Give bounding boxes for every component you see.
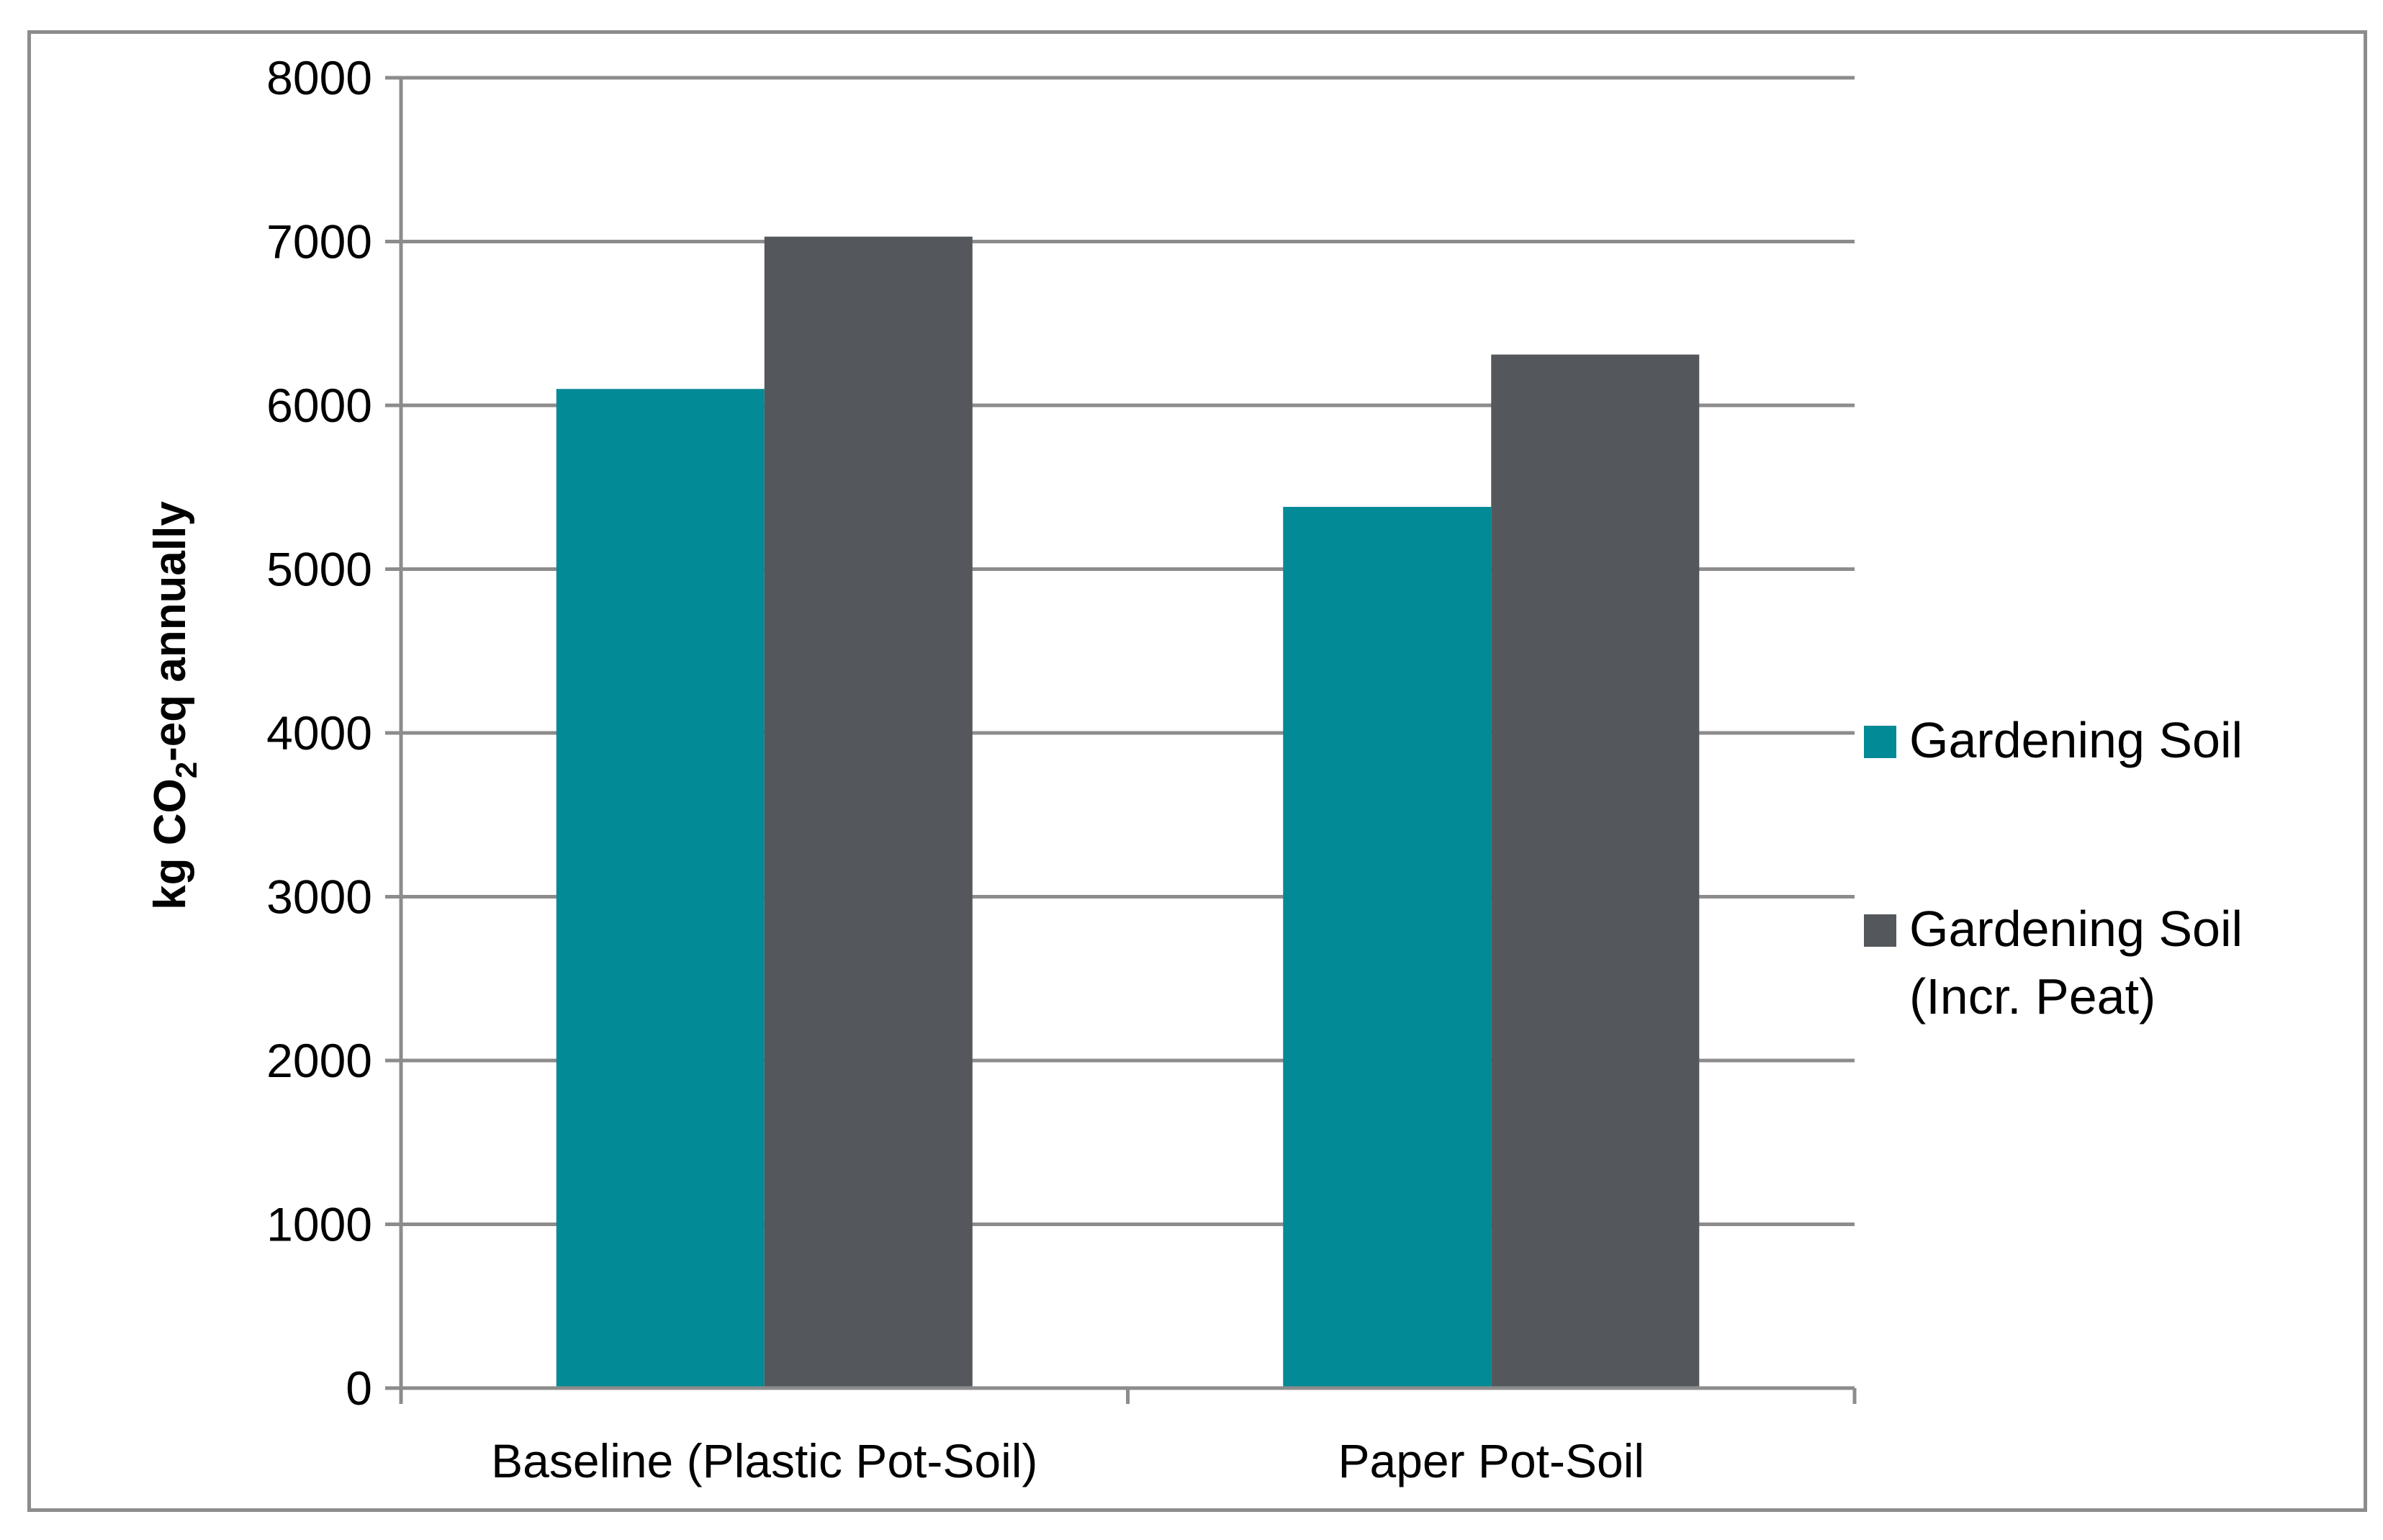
bar [1283,507,1492,1388]
y-tick-labels: 0 1000 2000 3000 4000 5000 6000 7000 8000 [266,51,372,1415]
legend: Gardening Soil Gardening Soil (Incr. Peat) [1864,712,2243,1025]
y-tick-label: 8000 [266,51,372,104]
axes [385,76,1857,1404]
x-tick-label: Baseline (Plastic Pot-Soil) [491,1434,1037,1487]
bar [764,236,973,1388]
x-tick-labels: Baseline (Plastic Pot-Soil) Paper Pot-Soi… [491,1434,1644,1487]
y-tick-label: 1000 [266,1198,372,1251]
bar [556,389,765,1388]
chart-frame [27,30,2367,1512]
y-tick-label: 3000 [266,870,372,924]
legend-swatch [1864,914,1896,947]
legend-swatch [1864,726,1896,758]
y-tick-label: 6000 [266,379,372,432]
legend-label: (Incr. Peat) [1909,968,2155,1025]
y-tick-label: 0 [346,1361,372,1415]
y-tick-label: 7000 [266,215,372,269]
bars [556,236,1700,1389]
x-tick-label: Paper Pot-Soil [1338,1434,1644,1487]
legend-label: Gardening Soil [1909,712,2243,768]
legend-label: Gardening Soil [1909,901,2243,957]
y-tick-label: 4000 [266,706,372,760]
y-axis-label: kg CO2-eq annually [145,501,203,910]
bar [1491,354,1700,1389]
y-tick-label: 2000 [266,1034,372,1087]
y-tick-label: 5000 [266,543,372,596]
